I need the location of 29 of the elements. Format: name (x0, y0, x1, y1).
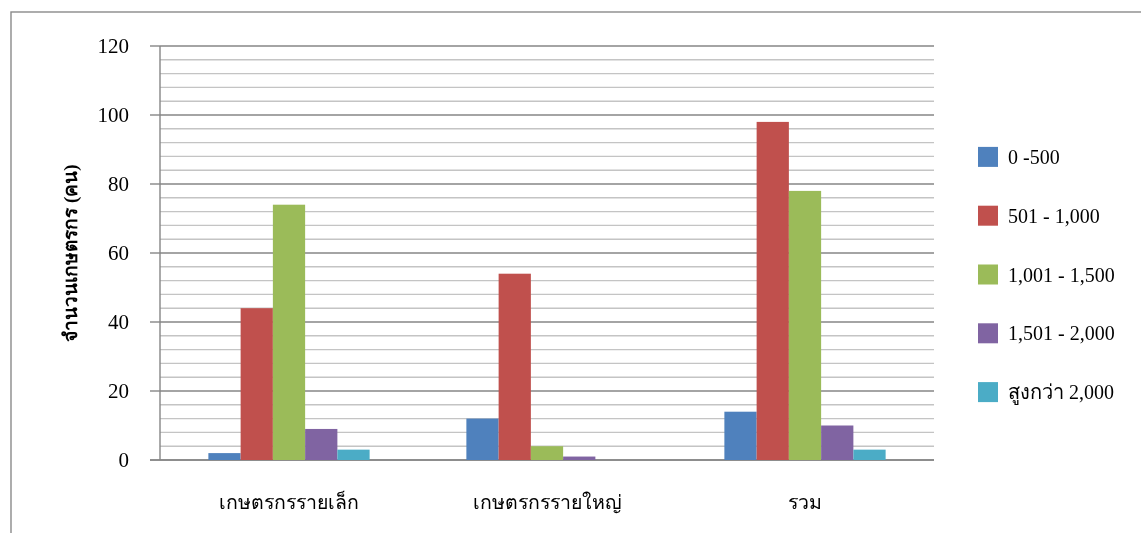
y-tick-label: 120 (97, 34, 129, 58)
bar (788, 190, 822, 460)
y-tick-label: 100 (97, 103, 129, 127)
y-axis-title: จำนวนเกษตรกร (คน) (59, 164, 82, 342)
bar (272, 204, 306, 460)
bar (240, 308, 273, 460)
legend-label: 0 -500 (1008, 145, 1060, 168)
x-tick-label: เกษตรกรรายใหญ่ (472, 490, 622, 514)
bar (853, 449, 886, 460)
bar (208, 453, 241, 460)
y-tick-label: 80 (108, 172, 129, 196)
y-tick-label: 60 (108, 241, 129, 265)
x-tick-label: รวม (788, 491, 822, 513)
bar (821, 425, 854, 460)
bar (498, 273, 531, 460)
x-tick-label: เกษตรกรรายเล็ก (219, 489, 359, 513)
legend-label: 1,001 - 1,500 (1008, 263, 1115, 286)
legend-label: 501 - 1,000 (1008, 204, 1100, 227)
legend-label: 1,501 - 2,000 (1008, 322, 1115, 345)
bar (724, 411, 757, 460)
legend-label: สูงกว่า 2,000 (1008, 381, 1114, 406)
bar (305, 428, 338, 460)
y-tick-label: 40 (108, 310, 129, 334)
bar (756, 121, 789, 460)
bar (530, 446, 564, 460)
y-tick-label: 0 (118, 448, 129, 472)
bar (466, 418, 499, 460)
y-tick-label: 20 (108, 379, 129, 403)
bar (337, 449, 370, 460)
